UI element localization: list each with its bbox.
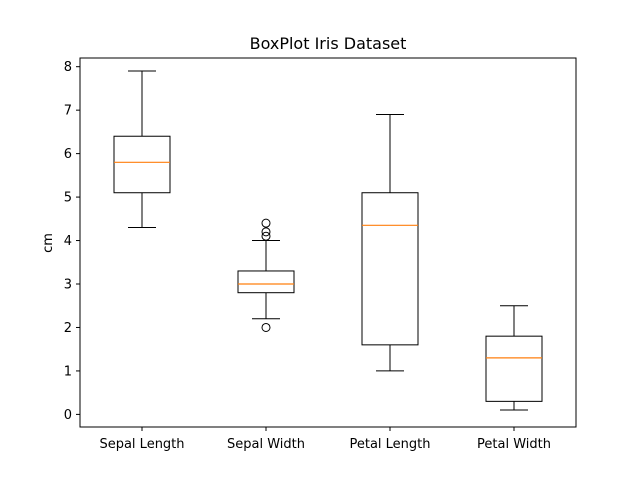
plot-area-frame — [79, 57, 577, 428]
box-iqr — [361, 192, 419, 346]
y-tick-label: 0 — [64, 408, 72, 423]
outlier-point — [261, 218, 271, 228]
y-axis-title: cm — [41, 233, 56, 253]
y-tick-label: 5 — [64, 191, 72, 206]
box-iqr — [113, 135, 171, 194]
y-tick-label: 2 — [64, 321, 72, 336]
y-tick-label: 1 — [64, 364, 72, 379]
y-tick-label: 6 — [64, 147, 72, 162]
box-iqr — [237, 270, 295, 294]
chart-marks: 0 1 2 3 4 5 6 7 8 Sepal Length Sepal Width Petal Le… — [64, 60, 551, 452]
x-tick-label: Petal Width — [477, 437, 551, 452]
outlier-point — [261, 231, 271, 241]
box-iqr — [485, 335, 543, 402]
outlier-point — [261, 227, 271, 237]
y-tick-label: 3 — [64, 278, 72, 293]
x-tick-label: Sepal Width — [227, 437, 305, 452]
chart-title: BoxPlot Iris Dataset — [250, 34, 407, 53]
x-tick-label: Petal Length — [349, 437, 430, 452]
y-tick-label: 4 — [64, 234, 72, 249]
y-tick-label: 8 — [64, 60, 72, 75]
outlier-point — [261, 322, 271, 332]
x-tick-label: Sepal Length — [99, 437, 184, 452]
y-tick-label: 7 — [64, 104, 72, 119]
